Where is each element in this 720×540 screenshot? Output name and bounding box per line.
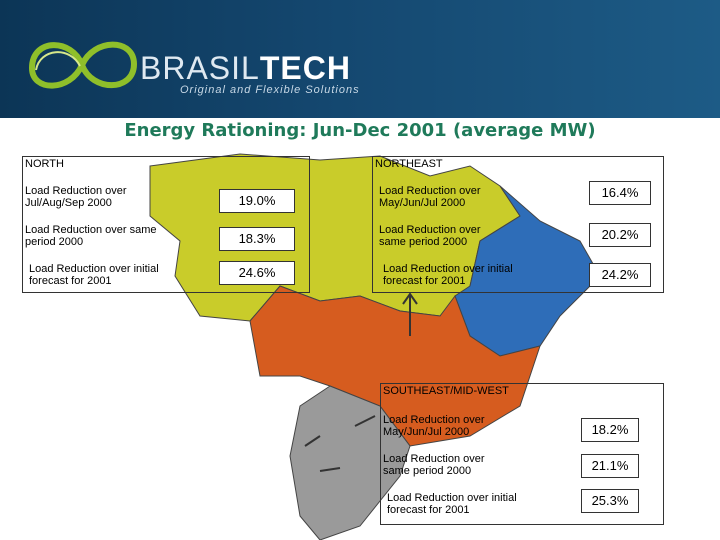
north-row3-label: Load Reduction over initial forecast for… [29,263,159,287]
panel-southeast-title: SOUTHEAST/MID-WEST [383,385,509,397]
panel-north: NORTH Load Reduction over Jul/Aug/Sep 20… [22,156,310,293]
northeast-row3-label: Load Reduction over initial forecast for… [383,263,513,287]
southeast-row2-label: Load Reduction over same period 2000 [383,453,485,477]
brand-tagline: Original and Flexible Solutions [180,84,360,96]
northeast-row2-value: 20.2% [589,223,651,247]
infinity-logo-icon [28,41,138,89]
north-row2-value: 18.3% [219,227,295,251]
header-banner: BRASILTECH Original and Flexible Solutio… [0,0,720,118]
north-row1-value: 19.0% [219,189,295,213]
arrow-south-icon [304,435,341,472]
panel-northeast: NORTHEAST Load Reduction over May/Jun/Ju… [372,156,664,293]
northeast-row1-value: 16.4% [589,181,651,205]
arrow-southeast-icon [354,415,376,427]
map-region-southeast [249,285,541,447]
arrow-north-icon [402,292,418,336]
brand-name: BRASILTECH [140,52,351,84]
southeast-row2-value: 21.1% [581,454,639,478]
page-title: Energy Rationing: Jun-Dec 2001 (average … [124,120,596,141]
southeast-row3-label: Load Reduction over initial forecast for… [387,492,517,516]
northeast-row3-value: 24.2% [589,263,651,287]
northeast-row2-label: Load Reduction over same period 2000 [379,224,481,248]
panel-northeast-title: NORTHEAST [375,158,443,170]
southeast-row1-value: 18.2% [581,418,639,442]
north-row3-value: 24.6% [219,261,295,285]
north-row2-label: Load Reduction over same period 2000 [25,224,157,248]
brand-part1: BRASIL [140,50,260,86]
north-row1-label: Load Reduction over Jul/Aug/Sep 2000 [25,185,127,209]
panel-north-title: NORTH [25,158,64,170]
southeast-row3-value: 25.3% [581,489,639,513]
brand-part2: TECH [259,50,351,86]
southeast-row1-label: Load Reduction over May/Jun/Jul 2000 [383,414,485,438]
panel-southeast: SOUTHEAST/MID-WEST Load Reduction over M… [380,383,664,525]
northeast-row1-label: Load Reduction over May/Jun/Jul 2000 [379,185,481,209]
